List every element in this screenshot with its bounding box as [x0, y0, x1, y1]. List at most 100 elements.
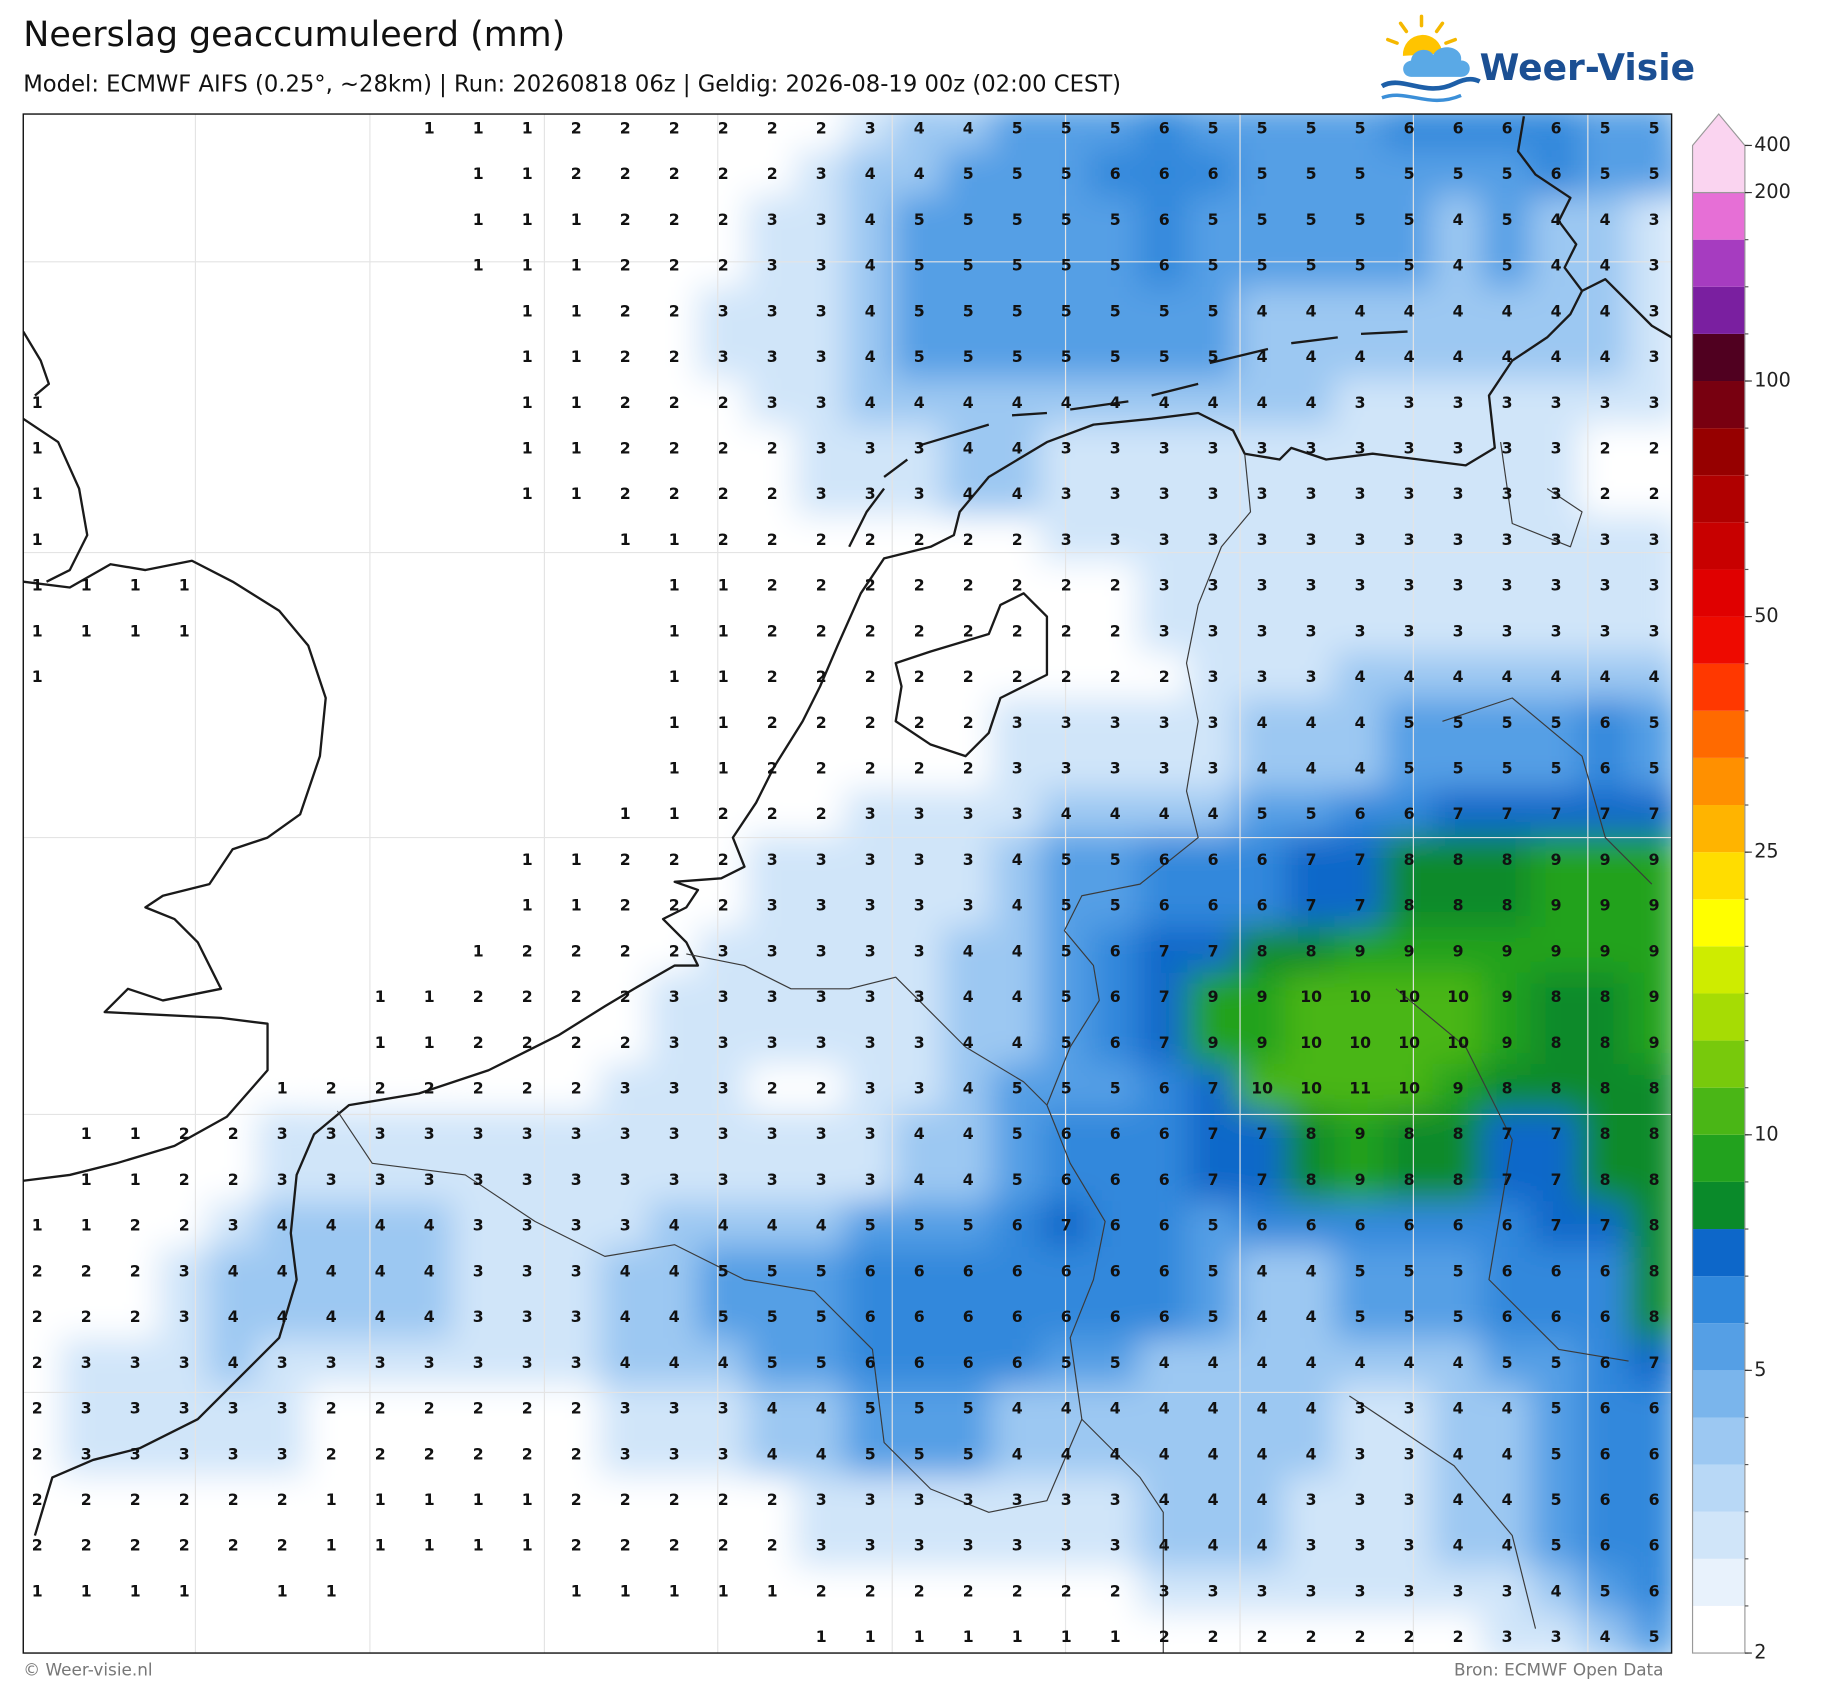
grid-value: 1 — [32, 576, 43, 595]
precip-cell — [1432, 789, 1484, 838]
grid-value: 2 — [914, 667, 925, 686]
grid-value: 6 — [1012, 1307, 1023, 1326]
precip-cell — [746, 835, 798, 884]
precip-cell — [844, 881, 896, 930]
grid-value: 4 — [1502, 1444, 1513, 1463]
grid-value: 6 — [1208, 850, 1219, 869]
grid-value: 1 — [375, 1033, 386, 1052]
precip-cell — [1383, 881, 1435, 930]
grid-value: 2 — [1061, 621, 1072, 640]
precip-cell — [942, 606, 994, 655]
precip-cell — [1040, 1475, 1092, 1524]
grid-value: 2 — [767, 1490, 778, 1509]
grid-value: 2 — [326, 1079, 337, 1098]
grid-value: 3 — [228, 1444, 239, 1463]
grid-value: 1 — [326, 1581, 337, 1600]
precip-cell — [1040, 1566, 1092, 1615]
precip-cell — [942, 332, 994, 381]
grid-value: 3 — [816, 256, 827, 275]
grid-value: 8 — [1404, 850, 1415, 869]
precip-cell — [697, 1018, 749, 1067]
grid-value: 2 — [963, 759, 974, 778]
grid-value: 4 — [914, 119, 925, 138]
grid-value: 2 — [816, 667, 827, 686]
precip-cell — [1530, 881, 1582, 930]
colorbar-segment — [1692, 1558, 1745, 1606]
grid-value: 4 — [669, 1353, 680, 1372]
borders — [336, 441, 1653, 1654]
precip-cell — [844, 149, 896, 198]
precip-cell — [1383, 469, 1435, 518]
grid-value: 1 — [571, 347, 582, 366]
precip-cell — [697, 1429, 749, 1478]
precip-cell — [109, 1475, 161, 1524]
precip-cell — [550, 1429, 602, 1478]
grid-value: 11 — [1349, 1079, 1371, 1098]
precip-cell — [207, 1246, 259, 1295]
precip-cell — [1236, 835, 1288, 884]
precip-cell — [1383, 332, 1435, 381]
grid-value: 2 — [816, 530, 827, 549]
precip-cell — [1187, 881, 1239, 930]
precip-cell — [746, 241, 798, 290]
precip-cell — [893, 1338, 945, 1387]
precip-cell — [942, 698, 994, 747]
precip-cell — [1334, 561, 1386, 610]
precip-field — [23, 114, 1672, 1654]
precip-cell — [1285, 149, 1337, 198]
grid-value: 9 — [1649, 987, 1660, 1006]
precip-cell — [1040, 423, 1092, 473]
grid-value: 1 — [375, 1536, 386, 1555]
grid-value: 3 — [669, 1444, 680, 1463]
precip-cell — [648, 881, 700, 930]
precip-cell — [648, 1155, 700, 1204]
grid-value: 7 — [1257, 1170, 1268, 1189]
precip-cell — [550, 1246, 602, 1295]
precip-cell — [746, 423, 798, 473]
precip-cell — [1138, 1429, 1190, 1478]
precip-cell — [1334, 286, 1386, 335]
precip-cell — [60, 1246, 112, 1295]
precip-cell — [795, 1201, 847, 1250]
precip-cell — [207, 1475, 259, 1524]
grid-value: 2 — [620, 439, 631, 458]
grid-value: 2 — [669, 393, 680, 412]
precip-cell — [1432, 652, 1484, 701]
grid-value: 3 — [1110, 1490, 1121, 1509]
grid-value: 2 — [130, 1490, 141, 1509]
grid-value: 6 — [865, 1353, 876, 1372]
precip-cell — [1089, 515, 1141, 564]
precip-cell — [1089, 926, 1141, 975]
precip-cell — [1628, 1064, 1672, 1113]
grid-value: 3 — [620, 1399, 631, 1418]
precip-cell — [795, 114, 847, 153]
precip-cell — [648, 1429, 700, 1478]
precip-cell — [1481, 1018, 1533, 1067]
grid-value: 2 — [767, 1536, 778, 1555]
grid-value: 6 — [1159, 210, 1170, 229]
precip-cell — [1138, 881, 1190, 930]
grid-value: 3 — [326, 1170, 337, 1189]
precip-cell — [746, 114, 798, 153]
precip-cell — [1481, 1201, 1533, 1250]
precip-cell — [158, 1338, 210, 1387]
grid-value: 3 — [1306, 621, 1317, 640]
grid-value: 6 — [1159, 256, 1170, 275]
grid-value: 8 — [1600, 1170, 1611, 1189]
precip-cell — [23, 1338, 63, 1387]
grid-value: 5 — [1551, 713, 1562, 732]
precip-cell — [1285, 972, 1337, 1021]
grid-value: 7 — [1551, 804, 1562, 823]
grid-value: 4 — [1012, 439, 1023, 458]
precip-cell — [1628, 1018, 1672, 1067]
grid-value: 3 — [1110, 713, 1121, 732]
grid-value: 2 — [571, 1490, 582, 1509]
precip-cell — [942, 881, 994, 930]
grid-value: 5 — [1208, 1307, 1219, 1326]
grid-value: 3 — [1110, 530, 1121, 549]
precip-cell — [1236, 1155, 1288, 1204]
grid-value: 2 — [522, 1033, 533, 1052]
grid-value: 4 — [1012, 1444, 1023, 1463]
precip-cell — [648, 423, 700, 473]
grid-value: 2 — [865, 1581, 876, 1600]
